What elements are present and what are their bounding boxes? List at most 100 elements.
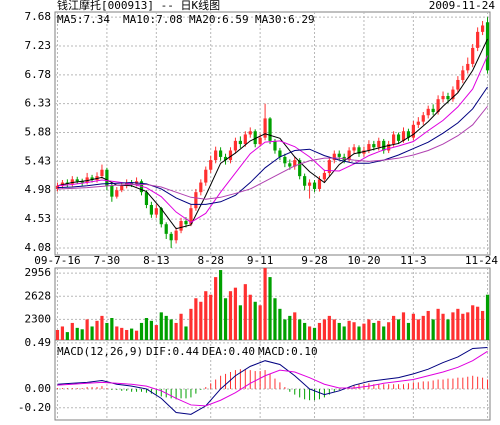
candle-body bbox=[367, 144, 371, 151]
volume-bar bbox=[65, 332, 69, 340]
candle-body bbox=[228, 150, 233, 161]
candle-body bbox=[485, 22, 490, 71]
volume-bar bbox=[317, 322, 322, 340]
candle-body bbox=[441, 95, 445, 100]
volume-bar bbox=[248, 294, 252, 340]
volume-bar bbox=[480, 310, 485, 340]
volume-bar bbox=[115, 326, 119, 340]
volume-bar bbox=[100, 315, 104, 340]
candle-body bbox=[337, 153, 341, 157]
candle-body bbox=[120, 185, 124, 191]
line bbox=[57, 38, 488, 230]
volume-bar bbox=[476, 306, 480, 340]
volume-bar bbox=[125, 329, 129, 340]
volume-bar bbox=[194, 298, 198, 340]
candle-body bbox=[406, 131, 411, 138]
volume-bar bbox=[189, 308, 193, 340]
candle-body bbox=[233, 140, 238, 151]
volume-bar bbox=[95, 320, 99, 340]
candle-body bbox=[456, 79, 460, 90]
volume-bar bbox=[382, 326, 386, 340]
legend-entry: MA20:6.59 bbox=[189, 13, 249, 26]
volume-bar bbox=[352, 322, 356, 340]
candle-body bbox=[154, 208, 158, 215]
volume-bar bbox=[273, 298, 277, 340]
candle-body bbox=[130, 182, 134, 184]
volume-bar bbox=[332, 319, 336, 340]
volume-bar bbox=[461, 313, 465, 340]
volume-bar bbox=[120, 327, 124, 340]
line bbox=[57, 105, 488, 200]
volume-bar bbox=[406, 322, 411, 340]
candle-body bbox=[90, 177, 94, 180]
volume-bar bbox=[347, 320, 351, 340]
volume-bar bbox=[298, 319, 302, 340]
price-panel bbox=[54, 11, 491, 256]
candle-body bbox=[189, 208, 193, 225]
volume-bar bbox=[60, 326, 65, 340]
candle-body bbox=[431, 108, 435, 113]
x-tick-label: 11-24 bbox=[465, 254, 498, 267]
volume-bar bbox=[392, 315, 396, 340]
y-tick-label: 0.00 bbox=[25, 382, 52, 395]
volume-bar bbox=[159, 312, 163, 340]
candle-body bbox=[377, 140, 381, 148]
candle-body bbox=[144, 192, 149, 205]
volume-bar bbox=[179, 313, 183, 340]
candle-body bbox=[214, 150, 218, 161]
candle-body bbox=[416, 121, 420, 125]
candle-body bbox=[204, 169, 208, 183]
candle-body bbox=[461, 70, 465, 80]
line bbox=[57, 350, 488, 407]
legend-entry: MA10:7.08 bbox=[123, 13, 183, 26]
volume-bar bbox=[456, 308, 460, 340]
candle-body bbox=[179, 221, 183, 231]
volume-bar bbox=[288, 315, 292, 340]
candle-body bbox=[115, 190, 119, 197]
x-tick-label: 7-30 bbox=[94, 254, 121, 267]
candle-body bbox=[357, 147, 361, 154]
candle-body bbox=[268, 118, 272, 141]
volume-bar bbox=[263, 268, 267, 340]
candle-body bbox=[436, 99, 440, 113]
macd-title: MACD(12,26,9) bbox=[57, 345, 143, 358]
volume-bar bbox=[184, 326, 188, 340]
volume-bar bbox=[327, 315, 331, 340]
volume-bar bbox=[485, 294, 490, 340]
volume-bar bbox=[199, 301, 203, 340]
candle-body bbox=[80, 181, 84, 183]
volume-bar bbox=[169, 319, 173, 340]
legend-entry: DIF:0.44 bbox=[146, 345, 199, 358]
candle-body bbox=[209, 160, 213, 170]
volume-bar bbox=[243, 284, 247, 340]
volume-bar bbox=[471, 305, 475, 340]
legend-entry: MA30:6.29 bbox=[255, 13, 315, 26]
candle-body bbox=[159, 208, 163, 225]
candle-body bbox=[273, 140, 277, 151]
candle-body bbox=[218, 150, 223, 157]
candle-body bbox=[327, 160, 331, 173]
volume-bar bbox=[130, 328, 134, 340]
legend-entry: DEA:0.40 bbox=[202, 345, 255, 358]
candle-body bbox=[288, 163, 292, 167]
volume-bar bbox=[312, 327, 317, 340]
volume-bar bbox=[80, 329, 84, 340]
volume-bar bbox=[367, 319, 371, 340]
candle-body bbox=[263, 118, 267, 138]
volume-bar bbox=[441, 313, 445, 340]
candle-body bbox=[248, 131, 252, 135]
volume-bar bbox=[204, 291, 208, 340]
y-tick-label: 4.53 bbox=[25, 212, 52, 225]
candle-body bbox=[352, 147, 356, 151]
volume-bar bbox=[149, 320, 153, 340]
volume-bar bbox=[105, 322, 109, 340]
volume-bar bbox=[322, 319, 327, 340]
candle-body bbox=[110, 185, 114, 197]
volume-bar bbox=[110, 317, 114, 340]
macd-panel bbox=[54, 339, 491, 421]
candle-body bbox=[169, 233, 173, 241]
candle-body bbox=[199, 182, 203, 193]
volume-bar bbox=[401, 312, 406, 340]
